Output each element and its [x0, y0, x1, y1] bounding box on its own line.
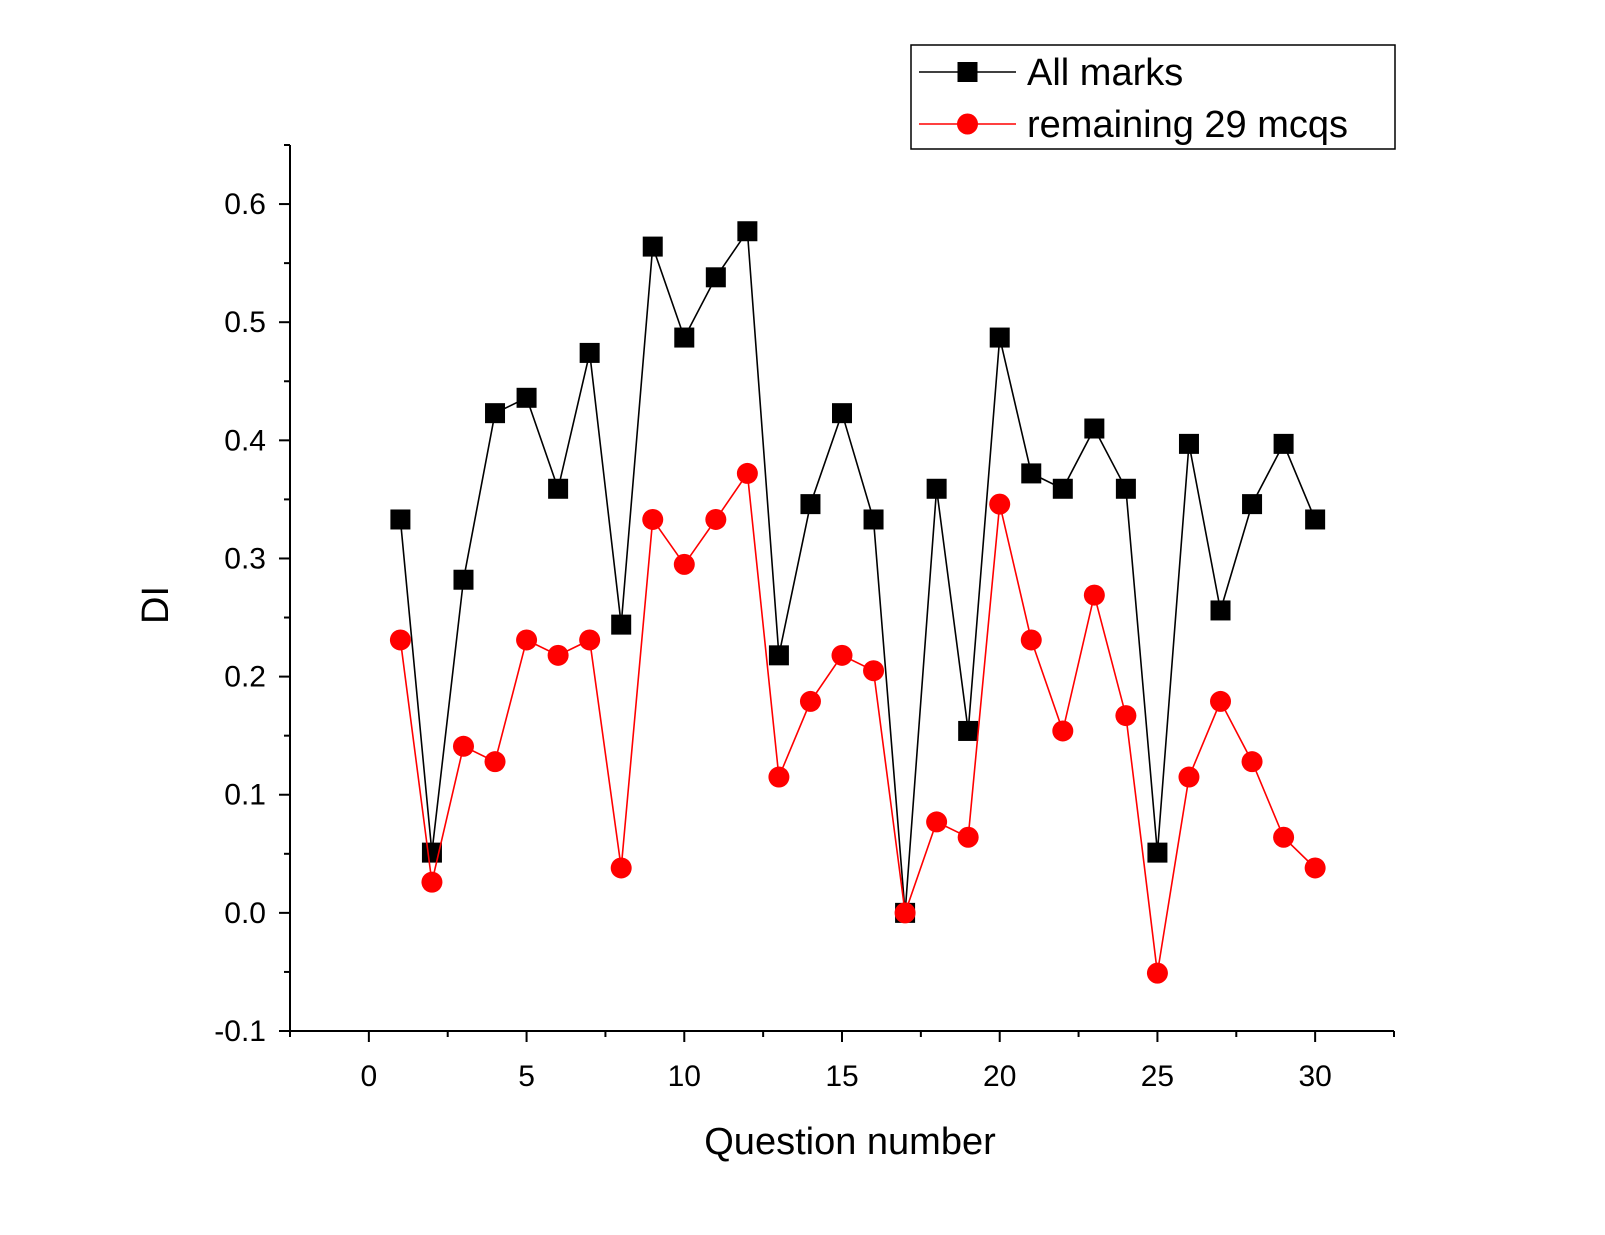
square-data-point: [958, 720, 979, 741]
x-tick-label: 10: [668, 1060, 701, 1093]
legend-item: All marks: [919, 52, 1183, 94]
circle-data-point: [516, 629, 538, 651]
circle-data-point: [1178, 766, 1200, 788]
circle-data-point: [1115, 705, 1137, 727]
square-data-point: [1305, 509, 1326, 530]
legend-circle-marker: [957, 113, 978, 135]
circle-data-point: [736, 462, 758, 484]
square-data-point: [1273, 433, 1294, 454]
square-data-point: [485, 403, 506, 424]
square-data-point: [453, 569, 474, 590]
y-tick-label: 0.0: [224, 897, 266, 930]
square-data-point: [548, 478, 569, 499]
square-data-point: [579, 342, 600, 363]
circle-data-point: [1210, 690, 1232, 712]
circle-data-point: [926, 811, 948, 833]
square-data-point: [926, 478, 947, 499]
legend-square-marker: [957, 62, 978, 82]
square-data-point: [390, 509, 411, 530]
y-tick-label: 0.4: [224, 424, 266, 457]
circle-data-point: [421, 871, 443, 893]
square-data-point: [1210, 600, 1231, 621]
square-data-point: [1115, 478, 1136, 499]
circle-data-point: [1304, 857, 1326, 879]
x-tick-label: 0: [361, 1060, 378, 1093]
y-tick-label: 0.5: [224, 306, 266, 339]
axes: -0.1 0.0 0.1 0.2 0.3 0.4 0.5 0.6 0 5 10 15 20 25 30 Que…: [135, 144, 1395, 1163]
x-tick-label: 30: [1298, 1060, 1331, 1093]
x-tick-label: 25: [1141, 1060, 1174, 1093]
square-data-point: [705, 267, 726, 288]
circle-data-point: [799, 690, 821, 712]
circle-data-point: [1052, 720, 1074, 742]
circle-data-point: [673, 553, 695, 575]
square-data-point: [1084, 418, 1105, 439]
circle-data-point: [579, 629, 601, 651]
circle-data-point: [831, 644, 853, 666]
square-data-point: [611, 614, 632, 635]
legend: All marks remaining 29 mcqs: [910, 44, 1396, 150]
circle-data-point: [642, 508, 664, 530]
circle-data-point: [1146, 962, 1168, 984]
circle-data-point: [894, 902, 916, 924]
square-data-point: [768, 645, 789, 666]
square-data-point: [642, 236, 663, 257]
square-data-point: [674, 327, 695, 348]
series-line: [399, 471, 1316, 974]
square-data-point: [1242, 494, 1263, 515]
legend-label: All marks: [1027, 52, 1183, 94]
square-data-point: [1021, 463, 1042, 484]
circle-data-point: [452, 735, 474, 757]
circle-data-point: [957, 826, 979, 848]
square-data-point: [516, 387, 537, 408]
circle-data-point: [863, 660, 885, 682]
y-tick-label: 0.6: [224, 188, 266, 221]
series-layer: [389, 221, 1326, 984]
legend-box: [910, 44, 1396, 150]
series-line: [399, 228, 1316, 913]
x-tick-label: 5: [518, 1060, 535, 1093]
series-remaining-29-mcqs: [389, 462, 1326, 984]
square-data-point: [989, 327, 1010, 348]
legend-label: remaining 29 mcqs: [1027, 104, 1348, 146]
square-data-point: [863, 509, 884, 530]
circle-data-point: [989, 493, 1011, 515]
circle-data-point: [610, 857, 632, 879]
y-tick-label: -0.1: [214, 1015, 266, 1048]
circle-data-point: [547, 644, 569, 666]
circle-data-point: [768, 766, 790, 788]
circle-data-point: [389, 629, 411, 651]
y-tick-label: 0.1: [224, 779, 266, 812]
square-data-point: [832, 403, 852, 424]
square-data-point: [1147, 842, 1168, 863]
circle-data-point: [1020, 629, 1042, 651]
circle-data-point: [705, 508, 727, 530]
legend-item: remaining 29 mcqs: [919, 104, 1348, 146]
x-tick-label: 20: [983, 1060, 1016, 1093]
x-axis-title: Question number: [704, 1121, 996, 1163]
circle-data-point: [1083, 584, 1105, 606]
circle-data-point: [1241, 751, 1263, 773]
square-data-point: [1052, 478, 1073, 499]
series-all-marks: [390, 221, 1326, 923]
y-axis-title: DI: [135, 586, 177, 624]
square-data-point: [800, 494, 821, 515]
y-tick-label: 0.2: [224, 661, 266, 694]
y-tick-label: 0.3: [224, 542, 266, 575]
circle-data-point: [1273, 826, 1295, 848]
x-tick-label: 15: [825, 1060, 858, 1093]
circle-data-point: [484, 751, 506, 773]
square-data-point: [1178, 433, 1199, 454]
square-data-point: [737, 221, 758, 242]
